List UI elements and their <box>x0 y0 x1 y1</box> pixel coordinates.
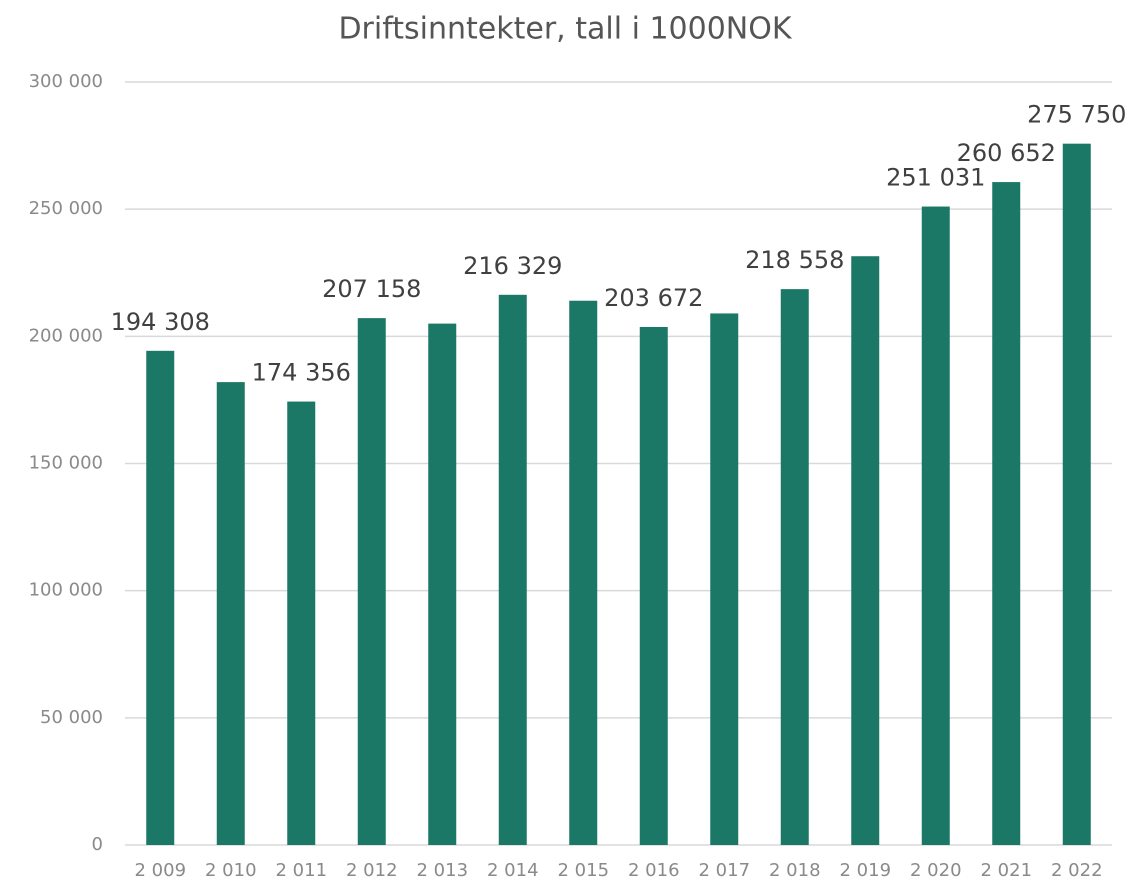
chart-title: Driftsinntekter, tall i 1000NOK <box>338 12 792 47</box>
y-tick-label: 0 <box>92 834 103 855</box>
x-tick-label: 2 015 <box>557 860 609 881</box>
value-label: 194 308 <box>111 308 210 336</box>
y-tick-label: 250 000 <box>29 198 103 219</box>
bar <box>1062 143 1091 845</box>
x-tick-label: 2 013 <box>416 860 468 881</box>
y-tick-label: 150 000 <box>29 453 103 474</box>
bar <box>357 318 386 845</box>
x-tick-label: 2 014 <box>487 860 539 881</box>
bar <box>146 350 175 845</box>
y-tick-label: 300 000 <box>29 71 103 92</box>
bar <box>780 289 809 845</box>
y-tick-label: 100 000 <box>29 580 103 601</box>
value-label: 174 356 <box>252 359 351 387</box>
bar <box>851 256 880 845</box>
y-tick-label: 200 000 <box>29 325 103 346</box>
value-label: 260 652 <box>957 139 1056 167</box>
value-label: 218 558 <box>745 246 844 274</box>
x-tick-label: 2 011 <box>275 860 327 881</box>
value-label: 275 750 <box>1027 101 1126 129</box>
x-tick-label: 2 016 <box>628 860 680 881</box>
x-tick-label: 2 010 <box>205 860 257 881</box>
bar <box>569 300 598 845</box>
x-tick-label: 2 022 <box>1051 860 1103 881</box>
x-tick-label: 2 019 <box>839 860 891 881</box>
bar <box>921 206 950 845</box>
value-label: 251 031 <box>886 164 985 192</box>
bar <box>639 326 668 845</box>
x-tick-label: 2 009 <box>134 860 186 881</box>
bar <box>710 313 739 845</box>
value-label: 216 329 <box>463 252 562 280</box>
x-tick-label: 2 012 <box>346 860 398 881</box>
bar <box>216 382 245 845</box>
bar <box>428 323 457 845</box>
y-tick-label: 50 000 <box>40 707 103 728</box>
bar <box>287 401 316 845</box>
x-tick-label: 2 017 <box>698 860 750 881</box>
value-label: 207 158 <box>322 275 421 303</box>
value-label: 203 672 <box>604 284 703 312</box>
x-tick-label: 2 018 <box>769 860 821 881</box>
x-tick-label: 2 021 <box>980 860 1032 881</box>
x-tick-label: 2 020 <box>910 860 962 881</box>
bar <box>992 182 1021 845</box>
bar <box>498 294 527 846</box>
